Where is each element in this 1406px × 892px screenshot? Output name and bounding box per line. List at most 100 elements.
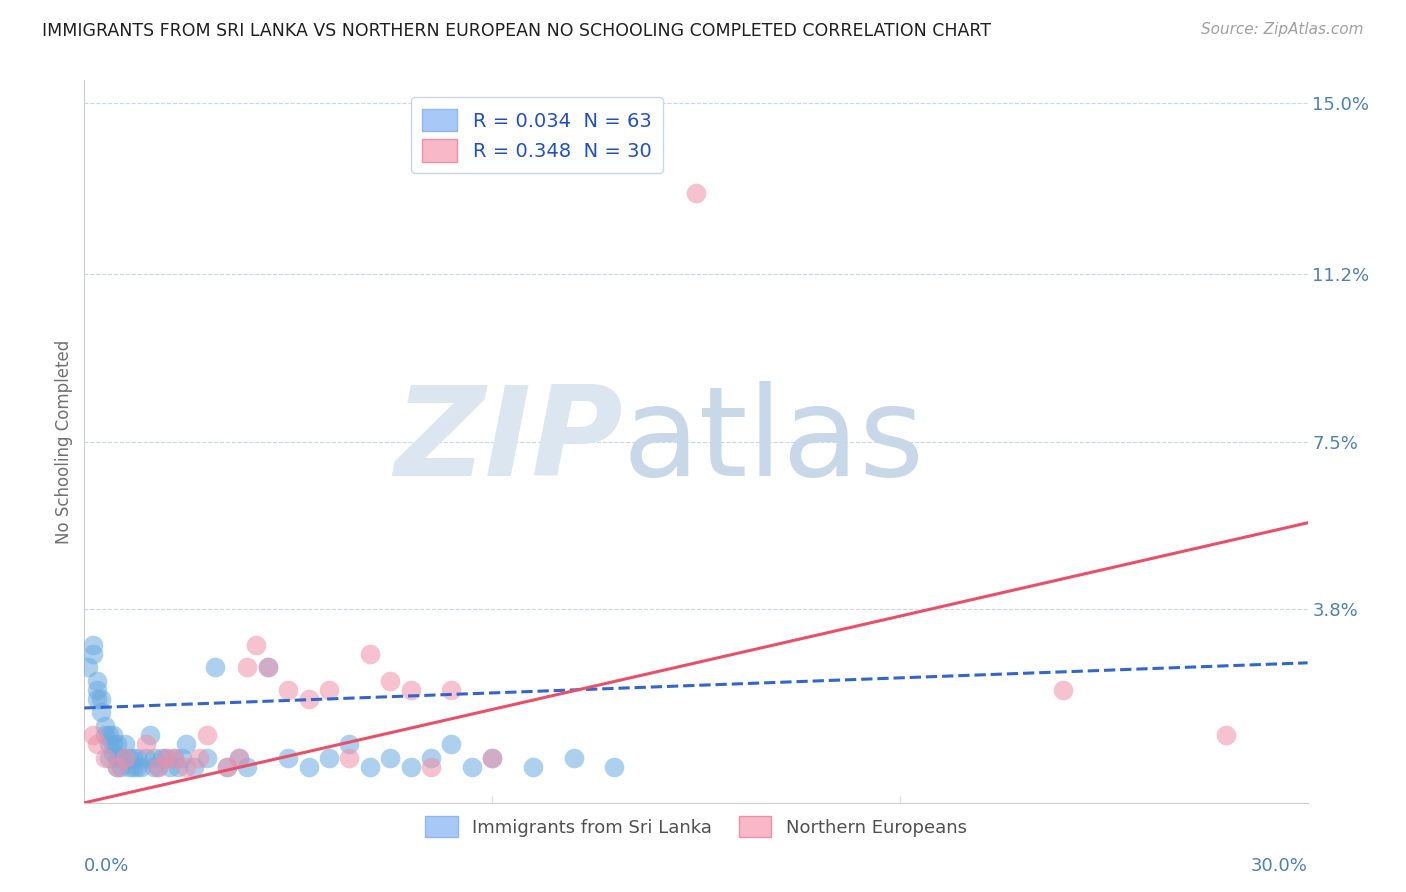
Point [236,660,259,674]
Point [187,750,209,764]
Point [204,660,226,674]
Point [359,647,381,661]
Point [86,682,108,697]
Point [86,737,108,751]
Point [217,760,239,774]
Point [522,760,544,774]
Point [101,746,124,760]
Point [380,750,402,764]
Point [101,728,124,742]
Point [105,737,128,751]
Point [440,737,463,751]
Point [183,760,205,774]
Point [461,760,484,774]
Point [298,692,321,706]
Point [603,760,626,774]
Point [93,728,115,742]
Point [481,750,503,764]
Point [481,750,503,764]
Text: 0.0%: 0.0% [84,857,129,875]
Point [105,760,128,774]
Point [172,750,194,764]
Point [86,673,108,688]
Point [562,750,585,764]
Point [105,750,128,764]
Point [122,750,145,764]
Point [159,760,181,774]
Point [97,728,120,742]
Y-axis label: No Schooling Completed: No Schooling Completed [55,340,73,543]
Point [277,682,299,697]
Point [105,760,128,774]
Point [318,750,340,764]
Point [110,750,132,764]
Point [174,737,197,751]
Point [257,660,280,674]
Point [420,750,443,764]
Point [163,750,186,764]
Text: ZIP: ZIP [394,381,623,502]
Point [127,760,149,774]
Point [277,750,299,764]
Point [114,737,136,751]
Point [195,750,218,764]
Point [339,750,361,764]
Point [77,660,100,674]
Point [399,682,422,697]
Point [142,760,165,774]
Point [359,760,381,774]
Point [195,728,218,742]
Point [257,660,280,674]
Point [174,760,197,774]
Point [101,737,124,751]
Point [236,760,259,774]
Point [146,760,169,774]
Point [93,719,115,733]
Text: Source: ZipAtlas.com: Source: ZipAtlas.com [1201,22,1364,37]
Point [90,692,112,706]
Point [118,760,141,774]
Point [82,728,104,742]
Point [127,750,149,764]
Point [110,760,132,774]
Point [82,647,104,661]
Point [420,760,443,774]
Point [97,737,120,751]
Point [318,682,340,697]
Point [135,737,157,751]
Point [138,728,160,742]
Text: atlas: atlas [623,381,925,502]
Point [339,737,361,751]
Point [217,760,239,774]
Point [685,186,707,201]
Point [114,750,136,764]
Legend: Immigrants from Sri Lanka, Northern Europeans: Immigrants from Sri Lanka, Northern Euro… [418,809,974,845]
Point [440,682,463,697]
Point [118,750,141,764]
Point [97,750,120,764]
Point [155,750,177,764]
Point [150,750,173,764]
Point [245,638,267,652]
Point [298,760,321,774]
Point [1215,728,1237,742]
Point [228,750,250,764]
Point [90,706,112,720]
Point [82,638,104,652]
Point [167,760,190,774]
Point [155,750,177,764]
Text: IMMIGRANTS FROM SRI LANKA VS NORTHERN EUROPEAN NO SCHOOLING COMPLETED CORRELATIO: IMMIGRANTS FROM SRI LANKA VS NORTHERN EU… [42,22,991,40]
Point [93,750,115,764]
Point [228,750,250,764]
Point [114,750,136,764]
Point [1052,682,1074,697]
Point [135,750,157,764]
Point [122,760,145,774]
Text: 30.0%: 30.0% [1251,857,1308,875]
Point [131,760,153,774]
Point [163,750,186,764]
Point [380,673,402,688]
Point [142,750,165,764]
Point [146,760,169,774]
Point [86,692,108,706]
